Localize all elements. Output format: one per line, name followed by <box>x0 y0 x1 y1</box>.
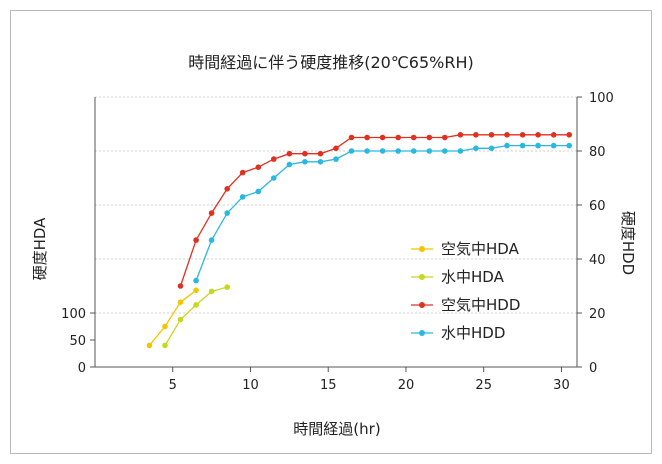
legend-label: 水中HDA <box>441 268 505 286</box>
data-point <box>302 159 308 165</box>
data-point <box>224 284 230 290</box>
data-point <box>566 132 572 138</box>
legend-label: 水中HDD <box>441 324 505 342</box>
ticks: 5 10 15 20 25 30 0 50 100 0 20 40 60 80 100 <box>61 91 614 393</box>
series-line-4 <box>195 144 570 281</box>
data-point <box>146 342 153 349</box>
data-point <box>193 302 199 308</box>
data-point <box>395 134 402 141</box>
data-point <box>504 142 510 149</box>
x-tick-label: 10 <box>242 378 259 393</box>
y-right-tick-label: 0 <box>589 361 597 376</box>
data-point <box>426 148 433 154</box>
grid <box>95 96 577 314</box>
data-point <box>348 148 355 154</box>
data-point <box>271 156 277 162</box>
data-point <box>162 323 168 330</box>
legend-marker <box>419 302 425 308</box>
data-point <box>550 142 557 149</box>
data-point <box>379 134 386 141</box>
data-point <box>488 145 495 152</box>
data-point <box>442 148 448 154</box>
data-point <box>255 188 262 195</box>
data-point <box>193 287 199 294</box>
y-left-tick-label: 0 <box>78 361 86 376</box>
x-tick-label: 15 <box>320 378 337 393</box>
data-point <box>239 194 246 200</box>
data-point <box>457 148 464 154</box>
data-point <box>286 161 293 168</box>
data-point <box>457 132 464 138</box>
data-point <box>395 148 402 154</box>
data-point <box>302 150 308 157</box>
data-point <box>379 148 386 154</box>
data-point <box>317 159 324 165</box>
legend-label: 空気中HDA <box>441 240 520 258</box>
data-point <box>224 210 230 216</box>
data-point <box>442 134 448 141</box>
data-point <box>239 169 246 176</box>
data-point <box>473 145 479 152</box>
data-point <box>348 134 355 141</box>
data-point <box>488 132 495 138</box>
y-axis-label-left: 硬度HDA <box>31 217 49 281</box>
data-point <box>364 134 370 141</box>
y-right-tick-label: 100 <box>589 91 614 106</box>
y-left-tick-label: 50 <box>69 334 86 349</box>
data-point <box>255 164 262 170</box>
data-point <box>193 237 199 243</box>
y-left-tick-label: 100 <box>61 307 86 322</box>
legend-marker <box>419 274 425 280</box>
data-point <box>364 148 370 154</box>
series-line-2 <box>164 286 228 346</box>
data-point <box>426 134 433 141</box>
series-line-3 <box>179 134 570 287</box>
data-point <box>535 142 541 149</box>
data-point <box>177 299 184 306</box>
data-point <box>519 132 526 138</box>
data-point <box>519 142 526 149</box>
data-point <box>333 156 339 162</box>
data-point <box>550 132 557 138</box>
data-point <box>177 316 184 323</box>
data-point <box>410 134 417 141</box>
x-tick-label: 20 <box>398 378 415 393</box>
data-point <box>566 142 572 149</box>
data-point <box>177 283 184 289</box>
chart-frame: 時間経過に伴う硬度推移(20℃65%RH) 5 10 15 20 25 30 0 50 100 0… <box>10 10 652 454</box>
legend: 空気中HDA 水中HDA 空気中HDD 水中HDD <box>411 240 520 342</box>
data-point <box>208 288 215 295</box>
data-point <box>208 237 215 243</box>
data-point <box>410 148 417 154</box>
chart-title: 時間経過に伴う硬度推移(20℃65%RH) <box>188 53 474 72</box>
x-axis-label: 時間経過(hr) <box>293 420 380 438</box>
data-point <box>317 150 324 157</box>
x-tick-label: 30 <box>553 378 570 393</box>
data-point <box>162 342 168 349</box>
data-point <box>224 186 230 192</box>
data-point <box>193 277 199 284</box>
y-right-tick-label: 60 <box>589 199 606 214</box>
y-right-tick-label: 80 <box>589 145 606 160</box>
data-point <box>286 150 293 157</box>
y-axis-label-right: 硬度HDD <box>619 211 637 275</box>
data-point <box>504 132 510 138</box>
data-point <box>208 210 215 216</box>
data-point <box>473 132 479 138</box>
x-tick-label: 5 <box>169 378 177 393</box>
data-point <box>535 132 541 138</box>
y-right-tick-label: 40 <box>589 253 606 268</box>
data-point <box>271 175 277 181</box>
legend-marker <box>419 330 425 336</box>
series <box>146 132 572 349</box>
y-right-tick-label: 20 <box>589 307 606 322</box>
legend-marker <box>419 246 425 252</box>
data-point <box>333 145 339 152</box>
series-line-1 <box>148 289 197 346</box>
x-tick-label: 25 <box>475 378 492 393</box>
chart: 時間経過に伴う硬度推移(20℃65%RH) 5 10 15 20 25 30 0 50 100 0… <box>31 53 637 438</box>
legend-label: 空気中HDD <box>441 296 520 314</box>
